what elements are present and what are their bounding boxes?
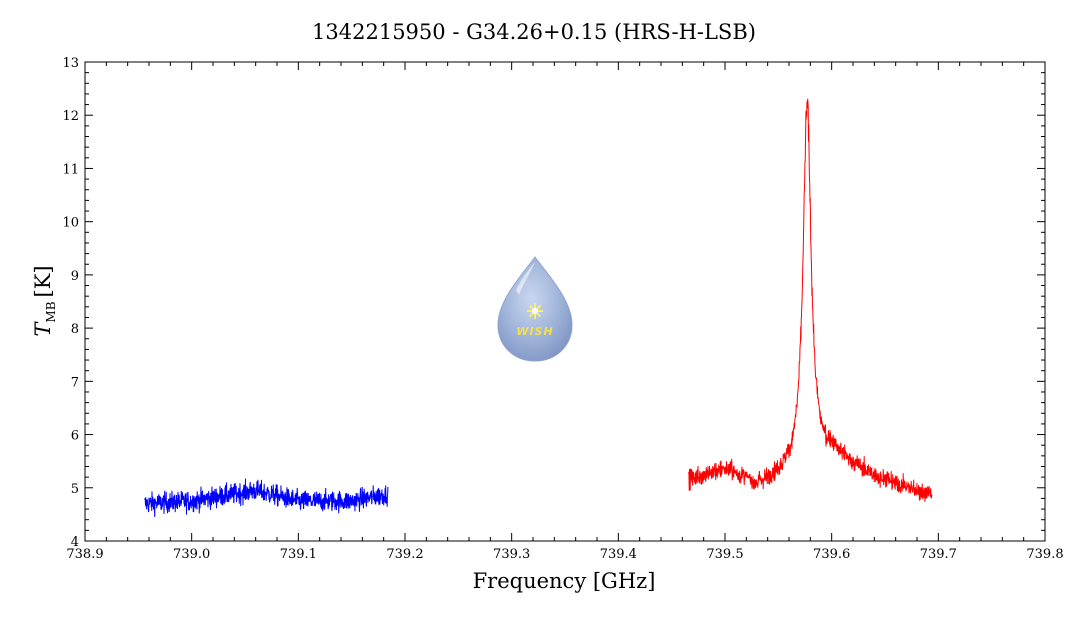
x-axis-label: Frequency [GHz] [473, 569, 656, 593]
y-axis-label-sub: MB [44, 301, 58, 322]
plot-frame [84, 61, 1046, 542]
series-layer [144, 98, 933, 517]
ticks-layer: 738.9 739.0 739.1 739.2 739.3 739.4 739.5 739.6… [62, 56, 1063, 562]
x-tick-label: 739.3 [493, 547, 530, 562]
svg-text:TMB[K]: TMB [K] [31, 265, 58, 336]
y-tick-label: 11 [62, 162, 79, 177]
x-tick-label: 739.2 [386, 547, 423, 562]
chart-title: 1342215950 - G34.26+0.15 (HRS-H-LSB) [312, 20, 756, 44]
y-tick-label: 12 [62, 109, 79, 124]
spectrum-series-0 [144, 478, 389, 517]
y-tick-label: 5 [71, 482, 79, 497]
logo-text: WISH [516, 325, 553, 338]
star-icon [527, 303, 543, 319]
y-tick-label: 7 [71, 375, 79, 390]
x-tick-label: 739.1 [280, 547, 317, 562]
y-tick-label: 13 [62, 56, 79, 71]
wish-logo: WISH [497, 256, 573, 362]
x-tick-label: 738.9 [66, 547, 103, 562]
spectrum-series-1 [688, 98, 933, 502]
x-tick-label: 739.5 [706, 547, 743, 562]
y-axis-label: TMB [K] [31, 265, 58, 336]
y-axis-label-main: T [31, 321, 55, 337]
x-tick-label: 739.4 [600, 547, 637, 562]
y-tick-label: 6 [71, 429, 79, 444]
x-tick-label: 739.6 [813, 547, 850, 562]
x-tick-label: 739.0 [173, 547, 210, 562]
y-tick-label: 8 [71, 322, 79, 337]
y-tick-label: 10 [62, 216, 79, 231]
y-axis-label-unit: [K] [31, 265, 55, 297]
x-tick-label: 739.7 [920, 547, 957, 562]
y-tick-label: 4 [71, 535, 79, 550]
x-tick-label: 739.8 [1026, 547, 1063, 562]
y-tick-label: 9 [71, 269, 79, 284]
